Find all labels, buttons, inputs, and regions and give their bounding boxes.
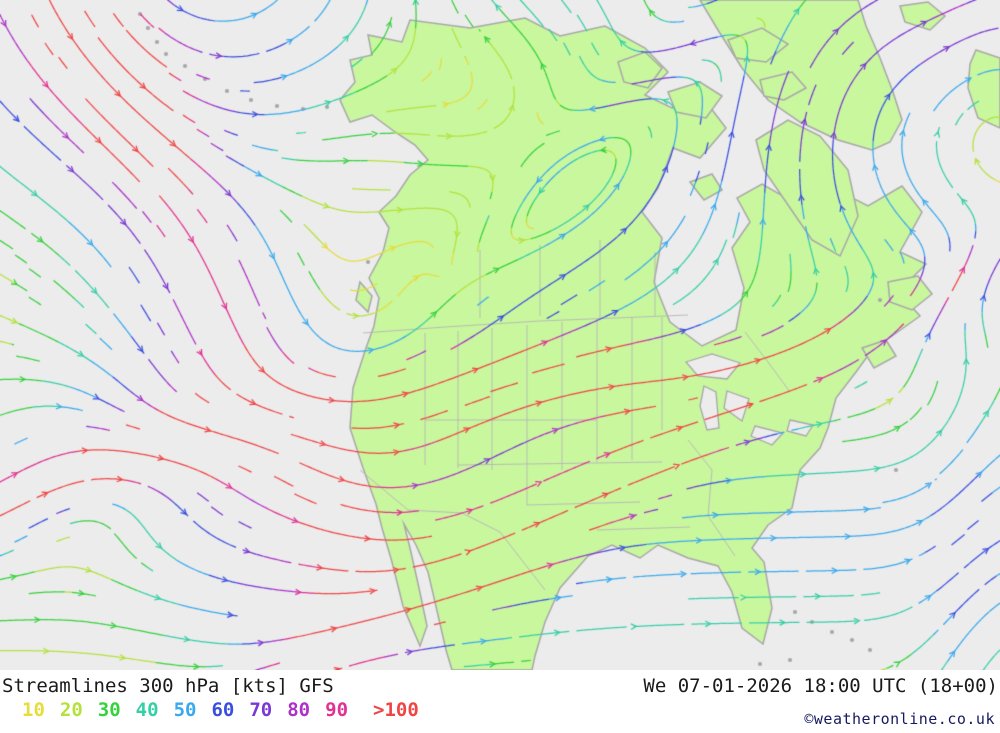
legend-value: 80	[287, 699, 311, 721]
footer: Streamlines 300 hPa [kts] GFS We 07-01-2…	[0, 670, 1000, 733]
legend-value: 30	[97, 699, 121, 721]
legend-value: 90	[325, 699, 349, 721]
legend-value: >100	[373, 699, 419, 721]
legend-value: 10	[22, 699, 45, 721]
legend-value: 20	[59, 699, 83, 721]
weather-map	[0, 0, 1000, 670]
wind-speed-legend: 10 20 30 40 50 60 70 80 90 >100	[22, 699, 419, 721]
legend-value: 60	[211, 699, 235, 721]
legend-value: 40	[135, 699, 159, 721]
map-area	[0, 0, 1000, 670]
map-datetime: We 07-01-2026 18:00 UTC (18+00)	[643, 675, 998, 697]
legend-value: 50	[173, 699, 197, 721]
map-title: Streamlines 300 hPa [kts] GFS	[2, 675, 334, 697]
copyright-watermark: ©weatheronline.co.uk	[804, 710, 995, 728]
legend-value: 70	[249, 699, 273, 721]
footer-row: Streamlines 300 hPa [kts] GFS We 07-01-2…	[2, 675, 998, 697]
